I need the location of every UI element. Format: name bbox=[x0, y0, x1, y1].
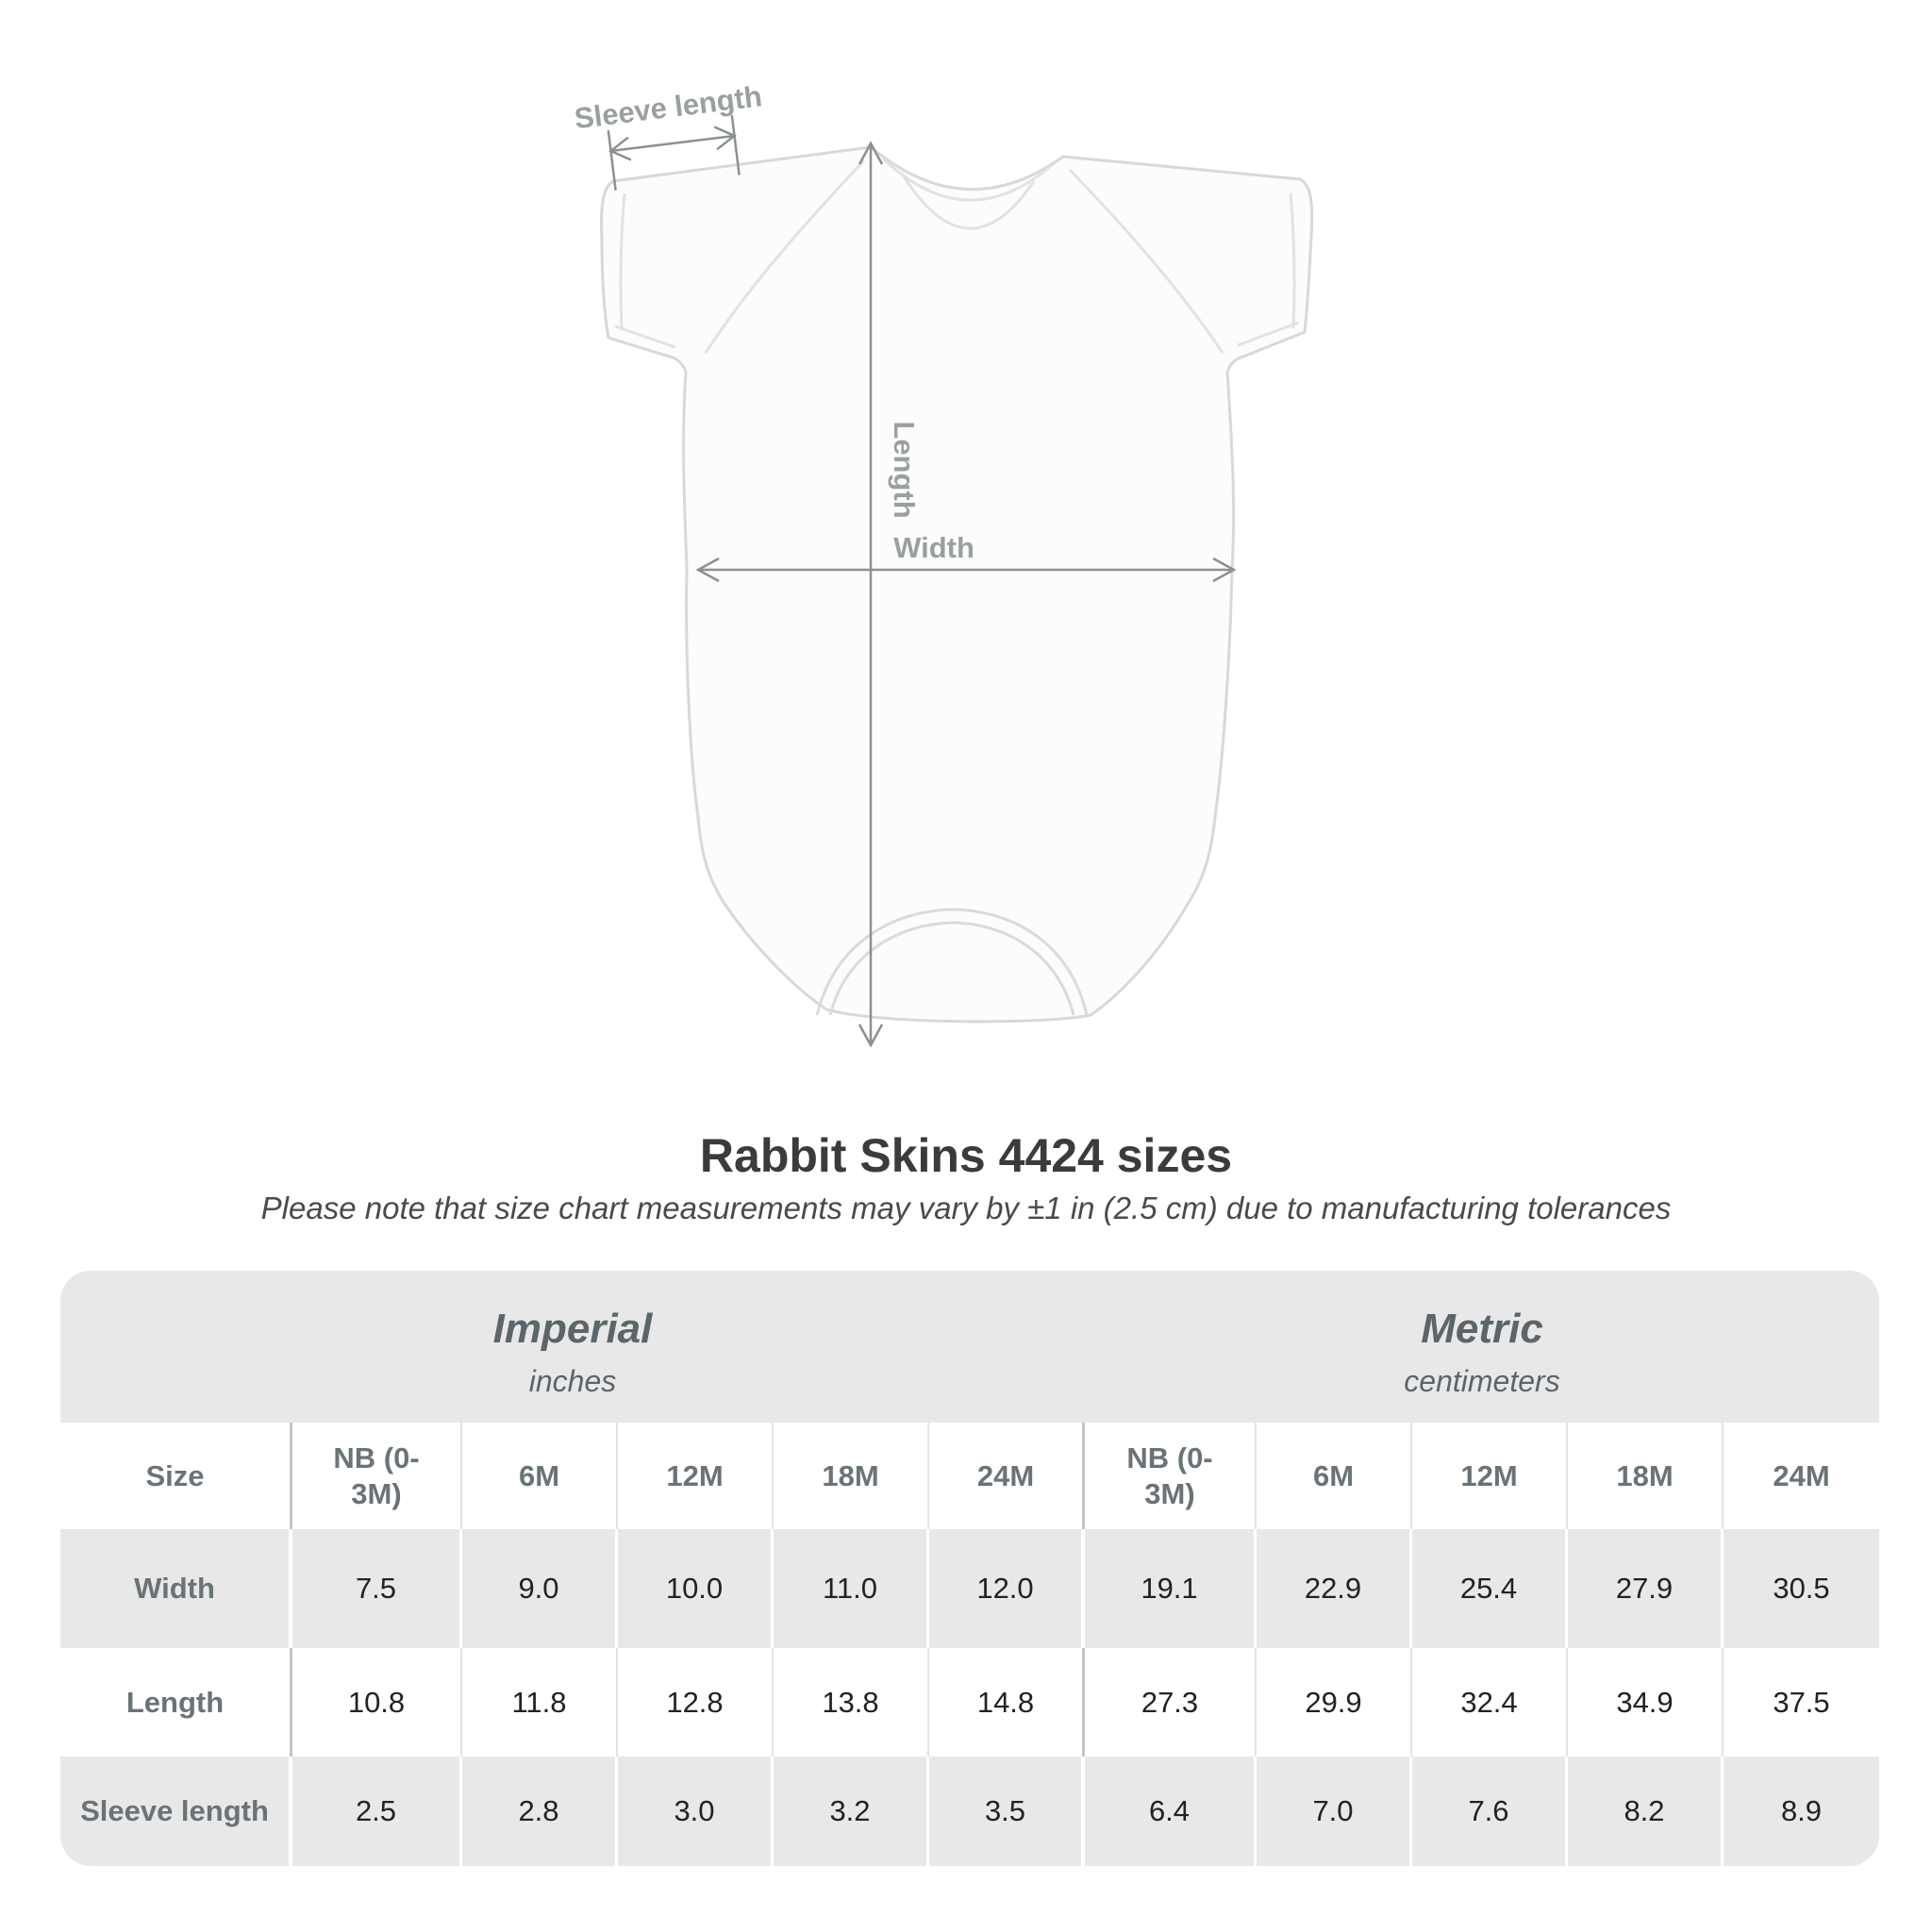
sleeve-length-tick-right bbox=[730, 114, 741, 175]
table-cell: 7.5 bbox=[292, 1529, 462, 1648]
width-arrowhead-right bbox=[1212, 557, 1237, 583]
unit-section-band: Imperial inches Metric centimeters bbox=[60, 1271, 1879, 1423]
bodysuit-outline bbox=[600, 145, 1314, 1024]
product-diagram: Length Width Sleeve length bbox=[509, 66, 1377, 1094]
sleeve-length-dimension-line bbox=[610, 134, 735, 153]
table-cell: 7.6 bbox=[1412, 1757, 1568, 1866]
table-cell: 34.9 bbox=[1568, 1648, 1724, 1757]
column-header: 24M bbox=[1724, 1423, 1879, 1529]
column-header: 12M bbox=[1412, 1423, 1568, 1529]
size-table: Imperial inches Metric centimeters Size … bbox=[60, 1271, 1879, 1866]
length-arrowhead-bottom bbox=[858, 1024, 884, 1048]
bodysuit-diagram-svg: Length Width Sleeve length bbox=[573, 79, 1314, 1048]
sleeve-length-label: Sleeve length bbox=[573, 79, 764, 135]
table-cell: 8.2 bbox=[1568, 1757, 1724, 1866]
table-cell: 27.3 bbox=[1085, 1648, 1257, 1757]
length-label: Length bbox=[888, 421, 921, 518]
column-header: NB (0-3M) bbox=[1085, 1423, 1257, 1529]
tolerance-note: Please note that size chart measurements… bbox=[260, 1191, 1672, 1225]
imperial-section-title: Imperial bbox=[492, 1306, 653, 1352]
table-cell: 11.0 bbox=[774, 1529, 929, 1648]
sleeve-length-tick-left bbox=[607, 130, 617, 191]
right-cuff-seam bbox=[1237, 321, 1299, 347]
table-cell: 12.0 bbox=[929, 1529, 1085, 1648]
table-cell: 25.4 bbox=[1412, 1529, 1568, 1648]
column-header: 18M bbox=[774, 1423, 929, 1529]
table-cell: 2.8 bbox=[462, 1757, 618, 1866]
row-label-cell: Sleeve length bbox=[60, 1757, 292, 1866]
table-cell: 3.0 bbox=[618, 1757, 774, 1866]
table-cell: 7.0 bbox=[1257, 1757, 1412, 1866]
imperial-section-header: Imperial inches bbox=[60, 1271, 1085, 1423]
table-cell: 8.9 bbox=[1724, 1757, 1879, 1866]
row-label-cell: Length bbox=[60, 1648, 292, 1757]
column-header: NB (0-3M) bbox=[292, 1423, 462, 1529]
table-cell: 32.4 bbox=[1412, 1648, 1568, 1757]
table-cell: 14.8 bbox=[929, 1648, 1085, 1757]
table-cell: 3.2 bbox=[774, 1757, 929, 1866]
length-arrowhead-top bbox=[858, 141, 884, 165]
size-column-header: Size bbox=[60, 1423, 292, 1529]
metric-section-title: Metric bbox=[1421, 1306, 1543, 1352]
table-cell: 11.8 bbox=[462, 1648, 618, 1757]
column-header: 6M bbox=[462, 1423, 618, 1529]
table-cell: 3.5 bbox=[929, 1757, 1085, 1866]
table-cell: 30.5 bbox=[1724, 1529, 1879, 1648]
table-cell: 22.9 bbox=[1257, 1529, 1412, 1648]
row-label-cell: Width bbox=[60, 1529, 292, 1648]
table-cell: 6.4 bbox=[1085, 1757, 1257, 1866]
table-cell: 13.8 bbox=[774, 1648, 929, 1757]
table-cell: 10.8 bbox=[292, 1648, 462, 1757]
table-cell: 9.0 bbox=[462, 1529, 618, 1648]
left-sleeve-fold bbox=[619, 192, 626, 331]
imperial-section-unit: inches bbox=[528, 1364, 617, 1398]
column-header: 24M bbox=[929, 1423, 1085, 1529]
page-title: Rabbit Skins 4424 sizes bbox=[699, 1129, 1233, 1182]
table-cell: 37.5 bbox=[1724, 1648, 1879, 1757]
crotch-flap-inner-line bbox=[828, 921, 1075, 1016]
table-cell: 27.9 bbox=[1568, 1529, 1724, 1648]
column-header: 12M bbox=[618, 1423, 774, 1529]
table-cell: 10.0 bbox=[618, 1529, 774, 1648]
width-label: Width bbox=[893, 531, 974, 564]
left-cuff-seam bbox=[614, 325, 676, 349]
width-arrowhead-left bbox=[695, 557, 720, 583]
right-shoulder-seam bbox=[1068, 168, 1224, 354]
collar-overlap-line bbox=[900, 173, 1036, 230]
table-cell: 2.5 bbox=[292, 1757, 462, 1866]
table-cell: 29.9 bbox=[1257, 1648, 1412, 1757]
column-header: 6M bbox=[1257, 1423, 1412, 1529]
right-sleeve-fold bbox=[1289, 192, 1296, 329]
left-shoulder-seam bbox=[704, 158, 866, 354]
table-cell: 12.8 bbox=[618, 1648, 774, 1757]
metric-section-header: Metric centimeters bbox=[1085, 1271, 1879, 1423]
crotch-flap-outer-line bbox=[815, 908, 1089, 1016]
column-header: 18M bbox=[1568, 1423, 1724, 1529]
metric-section-unit: centimeters bbox=[1404, 1364, 1560, 1398]
table-cell: 19.1 bbox=[1085, 1529, 1257, 1648]
